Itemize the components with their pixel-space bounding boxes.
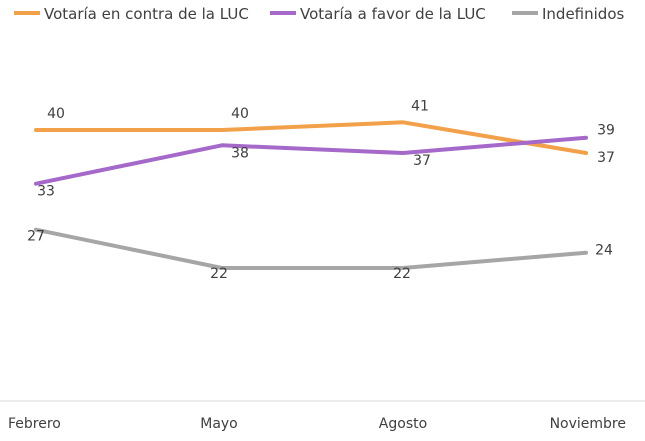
series-line-2 xyxy=(34,227,588,270)
legend-label-0: Votaría en contra de la LUC xyxy=(44,5,249,23)
chart-legend: Votaría en contra de la LUC Votaría a fav… xyxy=(14,5,625,23)
x-tick-label-0: Febrero xyxy=(8,416,61,432)
x-tick-label-2: Agosto xyxy=(379,416,427,432)
data-label-s2-p0: 27 xyxy=(27,229,45,245)
data-label-s2-p1: 22 xyxy=(210,266,228,282)
data-label-s1-p0: 33 xyxy=(37,184,55,200)
series-line-1 xyxy=(34,135,588,186)
x-axis-ticks: Febrero Mayo Agosto Noviembre xyxy=(8,416,626,432)
x-tick-label-3: Noviembre xyxy=(550,416,626,432)
data-label-s1-p3: 39 xyxy=(597,123,615,139)
data-labels: 40 40 41 37 33 38 37 39 27 22 22 24 xyxy=(27,98,615,282)
series-line-0 xyxy=(34,120,588,155)
data-label-s0-p2: 41 xyxy=(411,98,429,114)
data-label-s1-p1: 38 xyxy=(231,145,249,161)
data-label-s1-p2: 37 xyxy=(413,153,431,169)
series-lines xyxy=(34,120,588,270)
data-label-s2-p2: 22 xyxy=(393,266,411,282)
data-label-s0-p0: 40 xyxy=(47,106,65,122)
legend-label-2: Indefinidos xyxy=(542,5,625,23)
data-label-s0-p3: 37 xyxy=(597,150,615,166)
data-label-s2-p3: 24 xyxy=(595,243,613,259)
x-tick-label-1: Mayo xyxy=(200,416,238,432)
data-label-s0-p1: 40 xyxy=(231,106,249,122)
legend-label-1: Votaría a favor de la LUC xyxy=(300,5,486,23)
